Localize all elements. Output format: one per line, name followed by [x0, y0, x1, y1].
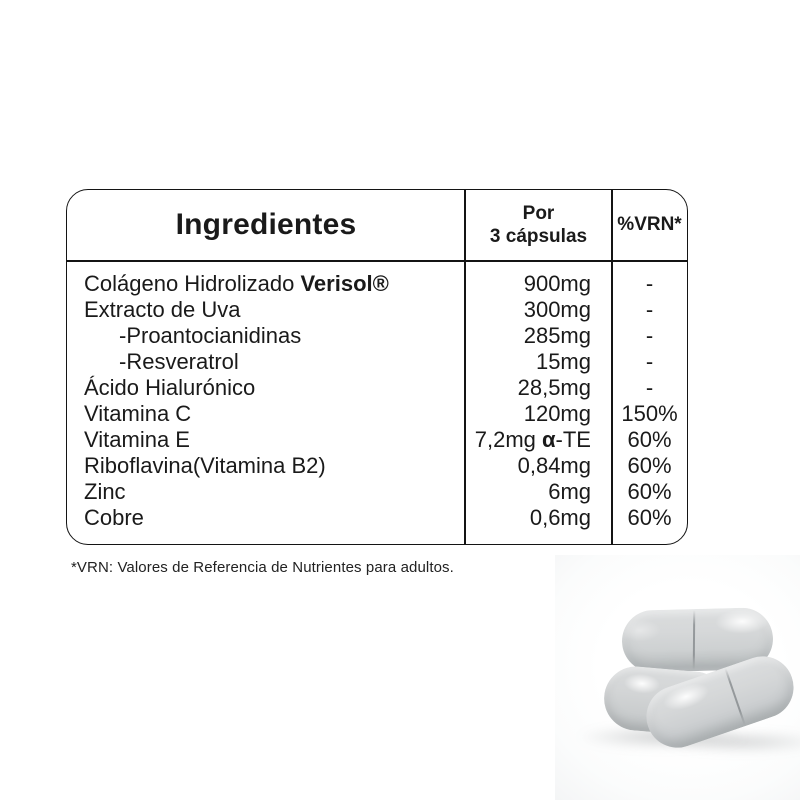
ingredient-name: -Proantocianidinas	[119, 322, 302, 348]
table-row: Colágeno Hidrolizado Verisol® 900mg -	[67, 271, 687, 297]
ingredient-name: Riboflavina(Vitamina B2)	[84, 453, 326, 479]
ingredient-vrn: 60%	[627, 453, 672, 479]
ingredient-vrn: -	[645, 296, 654, 322]
ingredient-amount: 15mg	[535, 348, 591, 374]
table-row: Cobre 0,6mg 60%	[67, 505, 687, 531]
ingredient-amount: 7,2mg α-TE	[465, 427, 612, 453]
capsule-seam	[692, 610, 696, 670]
table-row: Vitamina C 120mg 150%	[67, 401, 687, 427]
ingredient-amount: 120mg	[523, 401, 591, 427]
column-divider-1	[464, 190, 466, 544]
ingredient-name: Ácido Hialurónico	[84, 375, 256, 401]
ingredient-amount: 285mg	[523, 322, 591, 348]
table-row: Extracto de Uva 300mg -	[67, 297, 687, 323]
header-per-line2: 3 cápsulas	[489, 226, 588, 247]
ingredient-name: Vitamina C	[84, 401, 192, 427]
ingredient-vrn: -	[645, 348, 654, 374]
table-row: Zinc 6mg 60%	[67, 479, 687, 505]
ingredient-name: Zinc	[84, 479, 126, 505]
table-row: Ácido Hialurónico 28,5mg -	[67, 375, 687, 401]
ingredient-name: Cobre	[84, 505, 144, 531]
ingredient-amount: 900mg	[523, 270, 591, 296]
ingredient-name: Extracto de Uva	[84, 296, 241, 322]
ingredient-name: Vitamina E	[84, 427, 190, 453]
capsule-seam	[724, 668, 746, 726]
header-per-line1: Por	[522, 203, 555, 224]
table-row: Riboflavina(Vitamina B2) 0,84mg 60%	[67, 453, 687, 479]
capsules-photo	[555, 555, 800, 800]
header-ingredients: Ingredientes	[175, 208, 357, 241]
ingredient-name: Colágeno Hidrolizado Verisol®	[67, 271, 465, 297]
ingredients-table: Ingredientes Por 3 cápsulas %VRN* Coláge…	[66, 189, 688, 545]
ingredient-name: -Resveratrol	[119, 348, 239, 374]
ingredient-vrn: 150%	[621, 401, 678, 427]
ingredient-vrn: -	[645, 322, 654, 348]
ingredient-vrn: 60%	[627, 427, 672, 453]
table-body: Colágeno Hidrolizado Verisol® 900mg - Ex…	[67, 262, 687, 532]
table-row: -Proantocianidinas 285mg -	[67, 323, 687, 349]
table-row: Vitamina E 7,2mg α-TE 60%	[67, 427, 687, 453]
header-per-capsules: Por 3 cápsulas	[465, 202, 612, 248]
ingredient-vrn: -	[645, 375, 654, 401]
vrn-footnote: *VRN: Valores de Referencia de Nutriente…	[71, 559, 454, 576]
amount-suffix: -TE	[555, 427, 591, 453]
ingredient-amount: 0,84mg	[517, 453, 591, 479]
table-header: Ingredientes Por 3 cápsulas %VRN*	[67, 190, 687, 260]
header-divider	[67, 260, 687, 262]
ingredient-vrn: 60%	[627, 505, 672, 531]
ingredient-amount: 300mg	[523, 296, 591, 322]
ingredient-vrn: -	[645, 270, 654, 296]
column-divider-2	[611, 190, 613, 544]
ingredient-amount: 0,6mg	[529, 505, 591, 531]
ingredient-amount: 28,5mg	[517, 375, 591, 401]
ingredient-name-text: Colágeno Hidrolizado	[84, 270, 301, 296]
table-row: -Resveratrol 15mg -	[67, 349, 687, 375]
header-vrn: %VRN*	[617, 214, 682, 235]
ingredient-amount: 6mg	[548, 479, 591, 505]
ingredient-vrn: 60%	[627, 479, 672, 505]
ingredient-name-bold: Verisol®	[300, 270, 389, 296]
amount-text: 7,2mg	[474, 427, 543, 453]
amount-alpha-bold: α	[542, 427, 556, 453]
